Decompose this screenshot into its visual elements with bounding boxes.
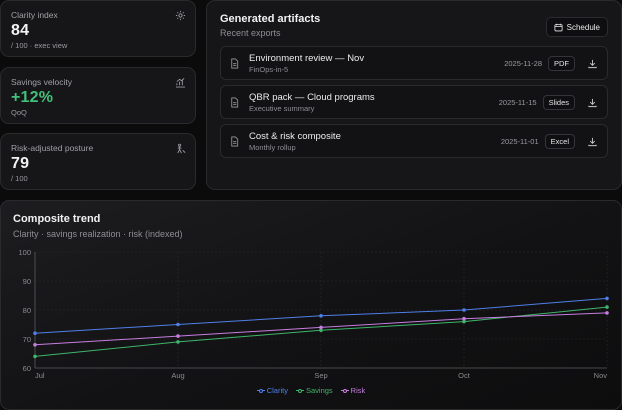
data-point-risk: [319, 325, 323, 330]
artifact-row[interactable]: QBR pack — Cloud programs Executive summ…: [220, 85, 608, 119]
artifacts-panel: Generated artifacts Recent exports Sched…: [206, 0, 622, 190]
data-point-savings: [462, 319, 466, 324]
artifact-desc: Monthly rollup: [249, 142, 296, 152]
kpi-sub: / 100: [11, 174, 28, 183]
artifact-row[interactable]: Cost & risk composite Monthly rollup 202…: [220, 124, 608, 158]
kpi-label: Clarity index: [11, 10, 58, 20]
trend-panel: Composite trend Clarity · savings realiz…: [0, 200, 622, 410]
kpi-card-risk: Risk-adjusted posture 79 / 100: [0, 133, 196, 190]
data-point-clarity: [462, 308, 466, 312]
data-point-clarity: [176, 322, 180, 327]
artifact-date: 2025-11-15: [498, 97, 537, 107]
document-icon: [229, 136, 240, 147]
x-tick-label: Nov: [594, 371, 608, 380]
y-tick-label: 60: [23, 364, 31, 373]
posture-icon[interactable]: [175, 143, 186, 154]
gear-icon[interactable]: [175, 10, 186, 21]
data-point-clarity: [319, 314, 323, 318]
legend-item-savings[interactable]: Savings: [295, 386, 333, 395]
legend-swatch: [295, 388, 304, 394]
trend-chart-icon[interactable]: [175, 77, 186, 88]
x-tick-label: Sep: [314, 371, 327, 380]
kpi-label: Risk-adjusted posture: [11, 143, 94, 153]
trend-title: Composite trend: [13, 213, 101, 225]
schedule-button[interactable]: Schedule: [545, 17, 608, 37]
legend-swatch: [256, 388, 265, 394]
format-badge: Slides: [542, 94, 575, 110]
artifact-name: Environment review — Nov: [249, 52, 365, 64]
artifact-row[interactable]: Environment review — Nov FinOps-in-5 202…: [220, 46, 608, 80]
legend-label: Clarity: [266, 386, 288, 395]
y-tick-label: 100: [18, 248, 31, 257]
kpi-card-clarity: Clarity index 84 / 100 · exec view: [0, 0, 196, 57]
x-tick-label: Jul: [35, 371, 45, 380]
kpi-value: 79: [11, 155, 30, 172]
calendar-icon: [554, 23, 563, 31]
document-icon: [229, 97, 240, 108]
composite-trend-chart: 60 70 80 90 100 Jul Aug Sep Oct Nov: [18, 248, 609, 380]
data-point-risk: [33, 343, 37, 347]
legend-swatch: [340, 388, 349, 394]
data-point-savings: [605, 305, 609, 309]
artifact-date: 2025-11-28: [504, 58, 542, 68]
artifact-desc: Executive summary: [249, 103, 315, 113]
kpi-sub: / 100 · exec view: [11, 41, 68, 50]
artifacts-subtitle: Recent exports: [220, 28, 281, 38]
download-icon[interactable]: [587, 58, 598, 69]
document-icon: [229, 58, 240, 69]
artifact-desc: FinOps-in-5: [249, 64, 289, 74]
artifact-name: Cost & risk composite: [249, 130, 341, 142]
artifact-name: QBR pack — Cloud programs: [249, 91, 375, 103]
y-tick-label: 80: [23, 306, 31, 315]
format-badge: PDF: [548, 55, 575, 71]
data-point-risk: [176, 334, 180, 338]
legend-item-clarity[interactable]: Clarity: [256, 386, 288, 395]
kpi-value: 84: [11, 22, 30, 39]
y-tick-label: 70: [23, 335, 31, 344]
data-point-savings: [319, 328, 323, 333]
y-tick-label: 90: [23, 277, 31, 286]
data-point-risk: [605, 311, 609, 315]
download-icon[interactable]: [587, 97, 598, 108]
artifact-date: 2025-11-01: [500, 136, 539, 146]
legend-label: Risk: [350, 386, 366, 395]
legend-label: Savings: [305, 386, 333, 395]
chart-legend: Clarity Savings Risk: [1, 386, 621, 395]
x-tick-label: Aug: [171, 371, 184, 380]
kpi-value: +12%: [11, 89, 54, 106]
x-tick-label: Oct: [458, 371, 471, 380]
trend-subtitle: Clarity · savings realization · risk (in…: [13, 229, 183, 239]
legend-item-risk[interactable]: Risk: [340, 386, 366, 395]
data-point-savings: [33, 354, 37, 359]
kpi-sub: QoQ: [11, 108, 27, 117]
download-icon[interactable]: [587, 136, 598, 147]
kpi-label: Savings velocity: [11, 77, 72, 87]
schedule-label: Schedule: [566, 22, 600, 32]
artifact-list: Environment review — Nov FinOps-in-5 202…: [220, 46, 608, 163]
kpi-card-savings: Savings velocity +12% QoQ: [0, 67, 196, 124]
data-point-savings: [176, 340, 180, 344]
data-point-clarity: [605, 296, 609, 301]
artifacts-title: Generated artifacts: [220, 13, 321, 25]
format-badge: Excel: [544, 133, 575, 149]
data-point-risk: [462, 316, 466, 321]
data-point-clarity: [33, 331, 37, 335]
